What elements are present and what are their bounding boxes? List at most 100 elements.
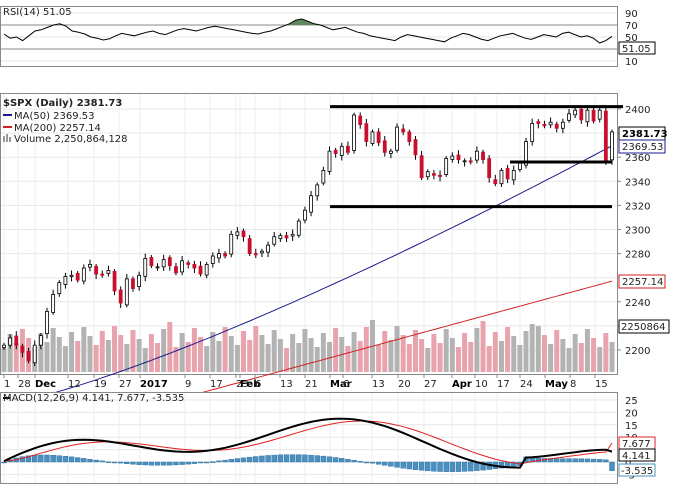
macd-tick-label: 25 (625, 396, 638, 407)
macd-histogram-bar (590, 458, 597, 463)
macd-histogram-bar (81, 458, 87, 463)
volume-bar (7, 334, 13, 372)
volume-bar (345, 346, 351, 372)
macd-histogram-bar (566, 458, 572, 463)
volume-bar (357, 341, 363, 372)
x-tick-label: 13 (280, 379, 293, 390)
macd-histogram-bar (50, 455, 56, 463)
volume-bar (161, 329, 167, 372)
candle-body (591, 109, 596, 122)
volume-bar (314, 347, 320, 372)
candle-body (517, 162, 522, 170)
volume-bar (271, 330, 277, 372)
candle-body (118, 289, 123, 304)
volume-bar (75, 341, 81, 372)
volume-bar (247, 340, 253, 372)
rsi-overbought-fill (59, 19, 321, 25)
volume-legend: Volume 2,250,864,128 (14, 134, 128, 145)
macd-histogram-bar (222, 459, 228, 463)
volume-bar (597, 347, 603, 372)
candle-body (462, 160, 467, 163)
x-tick-label: 8 (570, 379, 576, 390)
volume-bar (412, 330, 418, 372)
candle-body (333, 149, 338, 154)
macd-histogram-bar (339, 458, 345, 463)
candle-body (585, 109, 590, 123)
macd-histogram-bar (136, 461, 142, 465)
candle-body (38, 335, 43, 346)
volume-bar (50, 328, 56, 372)
x-tick-label: 28 (18, 379, 31, 390)
volume-bar (511, 336, 517, 372)
x-tick-label: 2017 (140, 379, 168, 390)
volume-bar (320, 333, 326, 372)
macd-histogram-bar (32, 455, 38, 463)
macd-histogram-bar (412, 461, 419, 470)
candle-body (358, 115, 363, 126)
candle-body (260, 250, 264, 254)
volume-bar (548, 344, 554, 372)
candle-body (309, 195, 313, 213)
volume-bar (56, 337, 62, 372)
macd-hist-tag: -3.535 (621, 466, 653, 477)
candle-body (2, 344, 6, 348)
volume-bar (1, 348, 7, 372)
macd-histogram-bar (572, 458, 578, 463)
macd-histogram-bar (240, 457, 247, 463)
macd-histogram-bar (105, 461, 112, 463)
volume-bar (437, 343, 443, 372)
macd-histogram-bar (117, 461, 124, 464)
rsi-tick-label: 90 (625, 9, 638, 20)
volume-bar (308, 338, 314, 372)
candle-body (253, 253, 258, 256)
price-value-tags: 2381.73 2369.53 2257.14 2250864 (618, 126, 670, 334)
macd-histogram-bar (455, 461, 462, 472)
macd-histogram-bar (498, 461, 505, 469)
macd-histogram-bar (246, 456, 253, 463)
candle-body (450, 155, 455, 160)
candle-body (487, 158, 492, 179)
volume-tag: 2250864 (621, 322, 666, 333)
ma200-tag: 2257.14 (622, 277, 663, 288)
x-tick-label: Mar (330, 379, 352, 390)
macd-histogram-bar (554, 458, 560, 463)
candle-body (290, 233, 295, 237)
candle-body (198, 265, 203, 275)
candle-body (315, 184, 320, 197)
macd-histogram-bar (320, 455, 327, 463)
volume-bar (376, 345, 382, 372)
rsi-tick-label: 10 (625, 57, 638, 68)
volume-bar (394, 326, 400, 372)
macd-histogram-bar (296, 454, 302, 463)
volume-bar (87, 336, 93, 372)
volume-bar (388, 340, 394, 372)
volume-bar (474, 328, 480, 372)
macd-histogram-bar (406, 461, 413, 470)
volume-bar (222, 327, 228, 372)
candle-body (542, 124, 547, 127)
volume-bar (62, 346, 68, 372)
candle-body (579, 108, 584, 121)
candle-body (567, 113, 571, 121)
candle-body (419, 155, 424, 179)
candle-body (149, 257, 154, 267)
candle-body (161, 259, 166, 268)
candle-body (69, 274, 74, 277)
macd-histogram-bar (62, 455, 69, 463)
volume-bar (44, 342, 50, 372)
candle-body (167, 257, 172, 267)
candle-body (204, 264, 209, 276)
candle-body (425, 171, 430, 178)
volume-bar (609, 342, 615, 372)
macd-histogram-bar (511, 461, 517, 467)
macd-legend: MACD(12,26,9) 4.141, 7.677, -3.535 (3, 393, 184, 404)
candle-body (376, 131, 381, 144)
volume-bar (382, 331, 388, 372)
macd-histogram-bar (253, 456, 259, 463)
volume-bar (81, 327, 87, 372)
candle-body (382, 140, 387, 153)
x-tick-label: 20 (398, 379, 411, 390)
volume-bar (105, 340, 111, 372)
macd-histogram-bar (443, 461, 449, 472)
